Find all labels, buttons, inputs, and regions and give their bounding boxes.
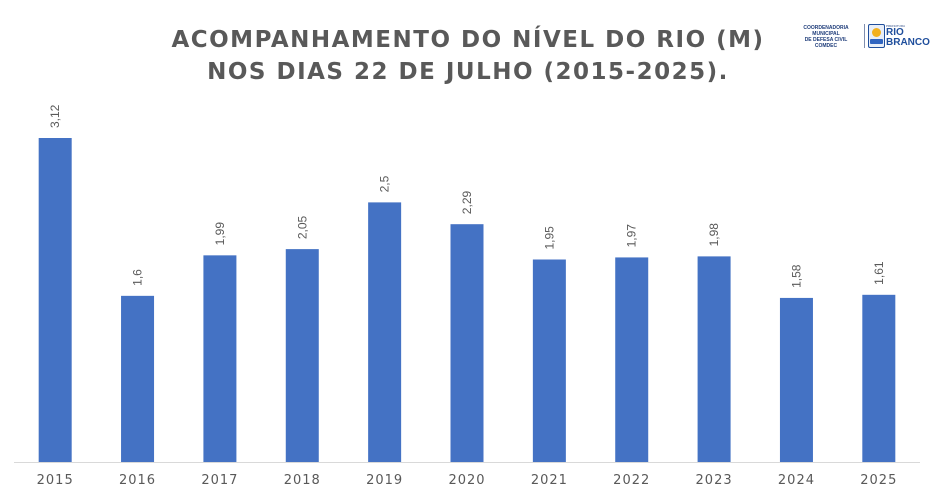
logo-left-line-2: DE DEFESA CIVIL	[804, 37, 848, 43]
value-label-2021: 1,95	[542, 226, 556, 250]
value-label-2016: 1,6	[131, 269, 145, 286]
bar-2016	[121, 295, 155, 462]
bar-2020	[450, 224, 484, 462]
x-tick-label-2022: 2022	[613, 473, 650, 488]
bar-2023	[697, 256, 731, 462]
logo-right-small: PREFEITURA	[886, 24, 906, 28]
chart-title-line-1: ACOMPANHAMENTO DO NÍVEL DO RIO (M)	[171, 27, 765, 53]
value-label-2022: 1,97	[625, 224, 639, 248]
bar-2025	[862, 294, 896, 462]
x-tick-label-2019: 2019	[366, 473, 403, 488]
bar-2018	[285, 249, 319, 462]
bar-2019	[368, 202, 402, 462]
logo-divider	[864, 24, 865, 48]
logo-right-line-1: RIO	[886, 27, 904, 38]
x-tick-label-2021: 2021	[531, 473, 568, 488]
value-label-2015: 3,12	[48, 104, 62, 128]
x-tick-label-2016: 2016	[119, 473, 156, 488]
logo-rio-branco-text: PREFEITURA RIO BRANCO	[886, 25, 930, 48]
logo-left-line-3: COMDEC	[814, 43, 838, 49]
logo-comdec-text: COORDENADORIA MUNICIPAL DE DEFESA CIVIL …	[790, 25, 862, 49]
x-tick-label-2023: 2023	[696, 473, 733, 488]
x-tick-label-2025: 2025	[860, 473, 897, 488]
chart-title: ACOMPANHAMENTO DO NÍVEL DO RIO (M) NOS D…	[0, 24, 936, 88]
x-tick-label-2020: 2020	[448, 473, 485, 488]
x-tick-label-2017: 2017	[201, 473, 238, 488]
logo-right-line-2: BRANCO	[886, 37, 930, 48]
x-tick-label-2015: 2015	[37, 473, 74, 488]
value-label-2017: 1,99	[213, 222, 227, 246]
value-label-2023: 1,98	[707, 223, 721, 247]
logo-left-line-1: COORDENADORIA MUNICIPAL	[803, 25, 849, 37]
bar-2022	[615, 257, 649, 462]
bar-2017	[203, 255, 237, 462]
value-label-2020: 2,29	[460, 191, 474, 215]
defesa-civil-rio-branco-logo: COORDENADORIA MUNICIPAL DE DEFESA CIVIL …	[790, 22, 930, 50]
value-label-2018: 2,05	[295, 215, 309, 239]
value-label-2024: 1,58	[789, 264, 803, 288]
chart-title-line-2: NOS DIAS 22 DE JULHO (2015-2025).	[207, 59, 729, 85]
x-tick-label-2018: 2018	[284, 473, 321, 488]
bar-2015	[38, 138, 72, 462]
x-tick-label-2024: 2024	[778, 473, 815, 488]
city-seal-icon	[868, 24, 885, 48]
bar-2021	[532, 259, 566, 462]
value-label-2019: 2,5	[378, 175, 392, 192]
value-label-2025: 1,61	[872, 261, 886, 285]
bar-2024	[779, 297, 813, 462]
